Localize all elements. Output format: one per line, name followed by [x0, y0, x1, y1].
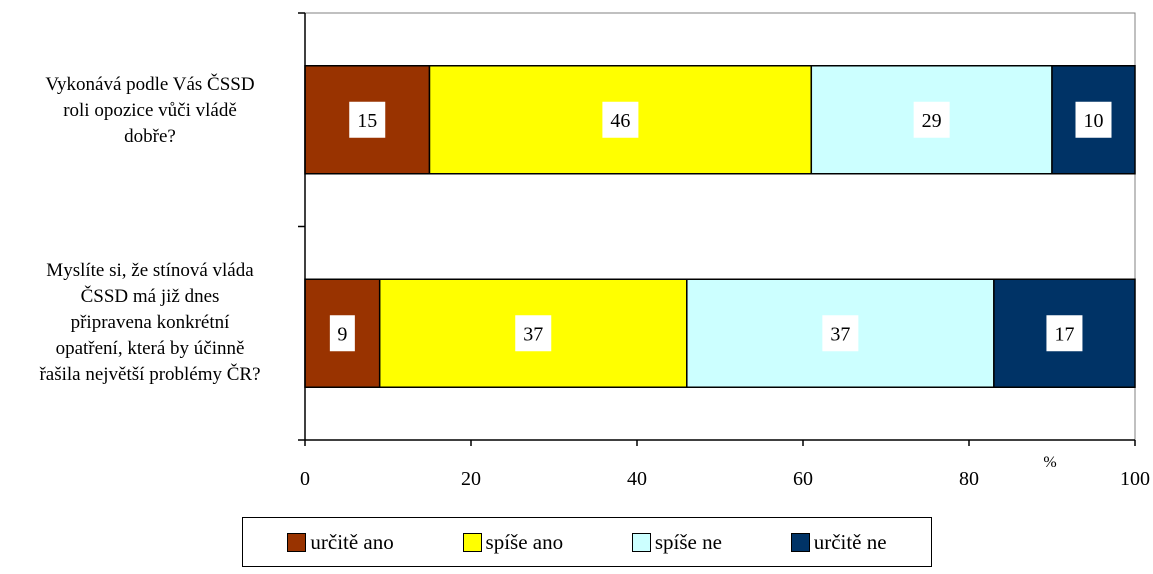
bars: 15 46 29 10 9 37 37 17 — [304, 65, 1136, 388]
bar-segment — [993, 278, 1136, 388]
data-label-box — [913, 101, 950, 138]
data-label: 29 — [922, 110, 942, 132]
data-label: 17 — [1054, 323, 1074, 345]
data-label-box — [515, 315, 552, 352]
category-label-line: řašila největší problémy ČR? — [39, 364, 261, 385]
x-tick-label: 20 — [461, 468, 481, 490]
legend-item: spíše ne — [631, 529, 722, 555]
data-label: 37 — [523, 323, 543, 345]
x-tick-label: 40 — [627, 468, 647, 490]
category-label-line: opatření, která by účinně — [55, 338, 245, 359]
category-label: Myslíte si, že stínová vláda ČSSD má již … — [10, 258, 290, 388]
legend-swatch — [790, 532, 810, 552]
data-label-box — [329, 315, 355, 352]
legend: určitě ano spíše ano spíše ne určitě ne — [242, 517, 932, 567]
x-tick-label: 0 — [300, 468, 310, 490]
legend-label: určitě ano — [310, 529, 394, 554]
category-label-line: roli opozice vůči vládě — [63, 100, 237, 121]
data-label: 37 — [830, 323, 850, 345]
data-label: 10 — [1084, 110, 1104, 132]
data-label: 9 — [337, 323, 347, 345]
legend-item: spíše ano — [462, 529, 564, 555]
legend-label: spíše ne — [654, 529, 722, 554]
legend-item: určitě ano — [287, 529, 394, 555]
axes: 0 20 40 60 80 100% — [298, 12, 1150, 490]
data-label-box — [1046, 315, 1083, 352]
legend-item: určitě ne — [790, 529, 887, 555]
data-label: 46 — [610, 110, 630, 132]
data-label-box — [822, 315, 859, 352]
category-label-line: Vykonává podle Vás ČSSD — [45, 74, 255, 95]
x-tick-label: 80 — [959, 468, 979, 490]
data-label: 15 — [357, 110, 377, 132]
legend-swatch — [631, 532, 651, 552]
legend-swatch — [287, 532, 307, 552]
category-label-line: Myslíte si, že stínová vláda — [46, 260, 254, 281]
x-unit-label: % — [1043, 454, 1056, 471]
x-tick-label: 60 — [793, 468, 813, 490]
data-label-box — [349, 101, 386, 138]
data-label-box — [1075, 101, 1112, 138]
legend-label: spíše ano — [485, 529, 564, 554]
category-label-line: připravena konkrétní — [70, 312, 230, 333]
chart: 15 46 29 10 9 37 37 17 0 20 40 60 80 100% — [298, 12, 1150, 490]
legend-label: určitě ne — [813, 529, 887, 554]
data-label-box — [602, 101, 639, 138]
category-label: Vykonává podle Vás ČSSD roli opozice vůči… — [10, 72, 290, 150]
legend-swatch — [462, 532, 482, 552]
x-tick-label: 100 — [1120, 468, 1150, 490]
category-label-line: dobře? — [124, 126, 176, 147]
category-label-line: ČSSD má již dnes — [80, 286, 220, 307]
